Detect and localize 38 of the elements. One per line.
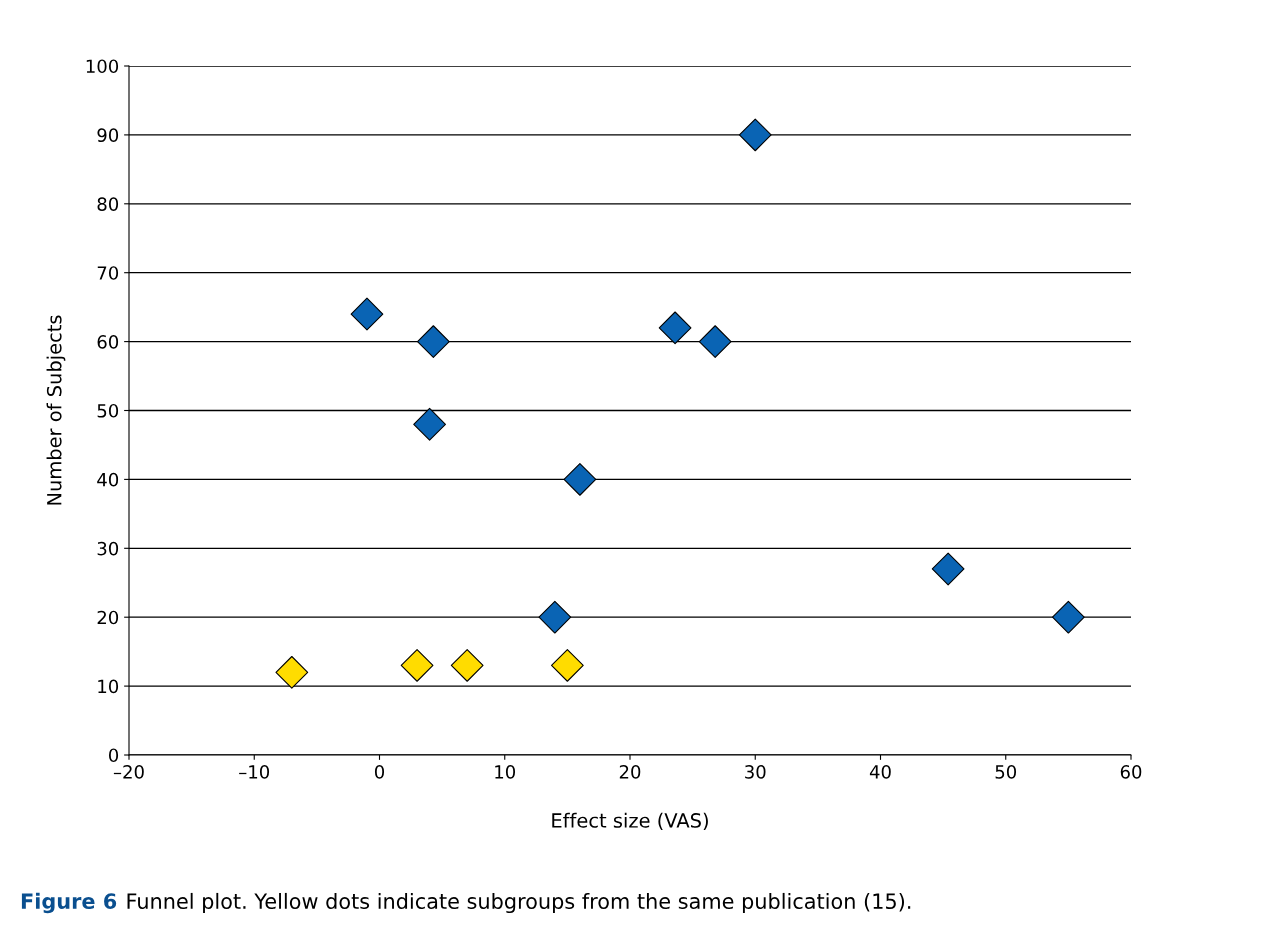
text: Funnel plot. Yellow dots indicate subgroups from the same publication (15). bbox=[127, 892, 911, 914]
y-tick-label: 0 bbox=[108, 748, 119, 763]
point bbox=[400, 649, 434, 682]
point bbox=[538, 600, 572, 634]
point bbox=[698, 325, 732, 358]
x-tick-label: 20 bbox=[619, 765, 641, 779]
x-axis-title: Effect size (VAS) bbox=[552, 812, 708, 831]
y-tick-label: 10 bbox=[98, 679, 119, 694]
y-axis-title: Number of Subjects bbox=[46, 315, 66, 505]
y-tick-label: 40 bbox=[97, 472, 119, 487]
y-tick-label: 60 bbox=[97, 335, 119, 349]
point bbox=[275, 655, 309, 689]
point bbox=[413, 407, 446, 441]
x-tick-label: 10 bbox=[495, 765, 516, 779]
point bbox=[563, 463, 597, 496]
x-tick-label: 30 bbox=[745, 765, 766, 779]
x-tick-label: 40 bbox=[869, 765, 891, 779]
x-tick-label: 0 bbox=[374, 765, 385, 779]
point bbox=[350, 297, 384, 331]
x-tick-label: 50 bbox=[995, 765, 1017, 779]
caption: Figure 6 bbox=[21, 892, 117, 914]
point bbox=[738, 118, 772, 152]
y-tick-label: 50 bbox=[97, 403, 119, 418]
x-tick-label: 60 bbox=[1120, 765, 1142, 779]
y-tick-label: 90 bbox=[97, 128, 119, 143]
y-tick-label: 20 bbox=[97, 610, 119, 625]
point bbox=[450, 649, 484, 682]
x-tick-label: –10 bbox=[239, 765, 270, 779]
x-tick-label: –20 bbox=[113, 765, 144, 779]
point bbox=[416, 325, 450, 358]
y-tick-label: 70 bbox=[97, 266, 119, 280]
y-tick-label: 100 bbox=[86, 59, 119, 74]
y-tick-label: 30 bbox=[97, 541, 119, 556]
point bbox=[1051, 600, 1085, 634]
point bbox=[658, 311, 692, 345]
point bbox=[931, 552, 965, 586]
point bbox=[550, 649, 584, 682]
y-tick-label: 80 bbox=[97, 197, 119, 211]
